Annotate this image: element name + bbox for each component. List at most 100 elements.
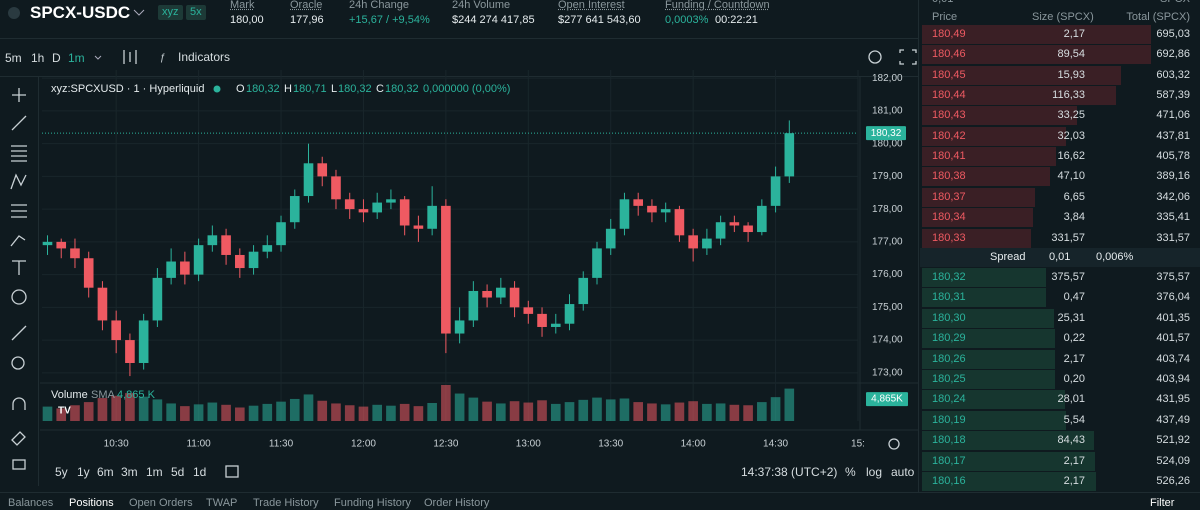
interval[interactable]: 1h xyxy=(31,52,44,65)
range-button[interactable]: 1y xyxy=(77,466,90,479)
book-price[interactable]: 180,38 xyxy=(932,170,966,183)
book-price[interactable]: 180,25 xyxy=(932,373,966,386)
symbol[interactable]: SPCX-USDC xyxy=(30,4,130,22)
fullscreen-icon[interactable] xyxy=(900,50,916,64)
filter-button[interactable]: Filter xyxy=(1150,497,1174,510)
indicators-button[interactable]: Indicators xyxy=(178,51,230,64)
book-price[interactable]: 180,31 xyxy=(932,291,966,304)
tab[interactable]: Trade History xyxy=(253,497,319,510)
interval[interactable]: 5m xyxy=(5,52,22,65)
book-price[interactable]: 180,34 xyxy=(932,211,966,224)
volume-bar xyxy=(537,400,547,421)
stat-extra: 00:22:21 xyxy=(715,14,758,27)
book-price[interactable]: 180,18 xyxy=(932,434,966,447)
scale-option[interactable]: % xyxy=(845,466,856,479)
book-price[interactable]: 180,49 xyxy=(932,28,966,41)
volume-bar xyxy=(331,403,341,421)
tab[interactable]: Funding History xyxy=(334,497,411,510)
pattern-icon[interactable] xyxy=(11,175,26,189)
book-size: 116,33 xyxy=(1000,89,1085,102)
ohlc-value: 180,71 xyxy=(293,83,327,96)
range-button[interactable]: 6m xyxy=(97,466,114,479)
candle-body xyxy=(661,209,671,212)
tab[interactable]: TWAP xyxy=(206,497,237,510)
x-tick-label: 13:30 xyxy=(598,439,623,450)
interval[interactable]: D xyxy=(52,52,61,65)
scale-option[interactable]: log xyxy=(866,466,882,479)
range-button[interactable]: 3m xyxy=(121,466,138,479)
last-price-label: 180,32 xyxy=(871,128,902,139)
settings-icon[interactable] xyxy=(889,439,899,449)
candle-body xyxy=(84,258,94,287)
book-price[interactable]: 180,32 xyxy=(932,271,966,284)
volume-bar xyxy=(359,407,369,421)
range-button[interactable]: 5d xyxy=(171,466,184,479)
tab[interactable]: Order History xyxy=(424,497,489,510)
scale-option[interactable]: auto xyxy=(891,466,914,479)
book-price[interactable]: 180,44 xyxy=(932,89,966,102)
text-icon[interactable] xyxy=(12,261,26,275)
lock-icon[interactable] xyxy=(13,460,25,469)
range-button[interactable]: 1d xyxy=(193,466,206,479)
candle-body xyxy=(565,304,575,324)
trend-line-icon[interactable] xyxy=(12,116,26,130)
candle-body xyxy=(537,314,547,327)
magnet-icon[interactable] xyxy=(13,398,25,410)
book-price[interactable]: 180,19 xyxy=(932,414,966,427)
book-price[interactable]: 180,24 xyxy=(932,393,966,406)
tab[interactable]: Open Orders xyxy=(129,497,193,510)
book-total: 403,74 xyxy=(1100,353,1190,366)
book-price[interactable]: 180,42 xyxy=(932,130,966,143)
y-tick-label: 177,00 xyxy=(872,237,903,248)
book-price[interactable]: 180,41 xyxy=(932,150,966,163)
stat-label: Open Interest xyxy=(558,0,625,12)
book-price[interactable]: 180,30 xyxy=(932,312,966,325)
range-button[interactable]: 1m xyxy=(146,466,163,479)
volume-bar xyxy=(730,405,740,421)
candle-body xyxy=(482,291,492,298)
fib-icon[interactable] xyxy=(11,146,27,161)
book-price[interactable]: 180,43 xyxy=(932,109,966,122)
candle-body xyxy=(647,206,657,213)
zoom-icon[interactable] xyxy=(12,357,24,369)
alert-icon[interactable] xyxy=(869,51,881,63)
crosshair-icon[interactable] xyxy=(12,88,26,102)
book-price[interactable]: 180,26 xyxy=(932,353,966,366)
lock-draw-icon[interactable] xyxy=(12,432,25,445)
chart: ƒ 182,00 181,00 180,00 179,00 178,00 177,00 176… xyxy=(0,0,918,492)
logo xyxy=(8,7,20,19)
range-button[interactable]: 5y xyxy=(55,466,68,479)
volume-bar xyxy=(317,401,327,421)
interval[interactable]: 1m xyxy=(68,52,85,65)
spread-label: Spread xyxy=(990,251,1025,264)
book-size: 15,93 xyxy=(1000,69,1085,82)
forecast-icon[interactable] xyxy=(11,205,27,217)
volume-bar xyxy=(249,406,259,421)
volume-bar xyxy=(386,406,396,421)
volume-bar xyxy=(523,403,533,421)
book-size: 2,17 xyxy=(1000,28,1085,41)
candle-type-icon[interactable] xyxy=(124,50,136,64)
stat-label: Funding / Countdown xyxy=(665,0,770,12)
emoji-icon[interactable] xyxy=(12,290,26,304)
tab[interactable]: Balances xyxy=(8,497,53,510)
book-size: 47,10 xyxy=(1000,170,1085,183)
candle-body xyxy=(43,242,53,245)
book-price[interactable]: 180,29 xyxy=(932,332,966,345)
book-price[interactable]: 180,16 xyxy=(932,475,966,488)
volume-bar xyxy=(565,402,575,421)
candle-body xyxy=(578,278,588,304)
book-price[interactable]: 180,46 xyxy=(932,48,966,61)
book-total: 376,04 xyxy=(1100,291,1190,304)
candle-body xyxy=(551,324,561,327)
candle-body xyxy=(70,248,80,258)
ruler-icon[interactable] xyxy=(12,326,26,340)
tab[interactable]: Positions xyxy=(69,497,114,510)
candle-body xyxy=(606,229,616,249)
book-price[interactable]: 180,17 xyxy=(932,455,966,468)
book-price[interactable]: 180,37 xyxy=(932,191,966,204)
date-range-icon[interactable] xyxy=(226,466,238,477)
book-price[interactable]: 180,33 xyxy=(932,232,966,245)
brush-icon[interactable] xyxy=(11,236,25,246)
book-price[interactable]: 180,45 xyxy=(932,69,966,82)
